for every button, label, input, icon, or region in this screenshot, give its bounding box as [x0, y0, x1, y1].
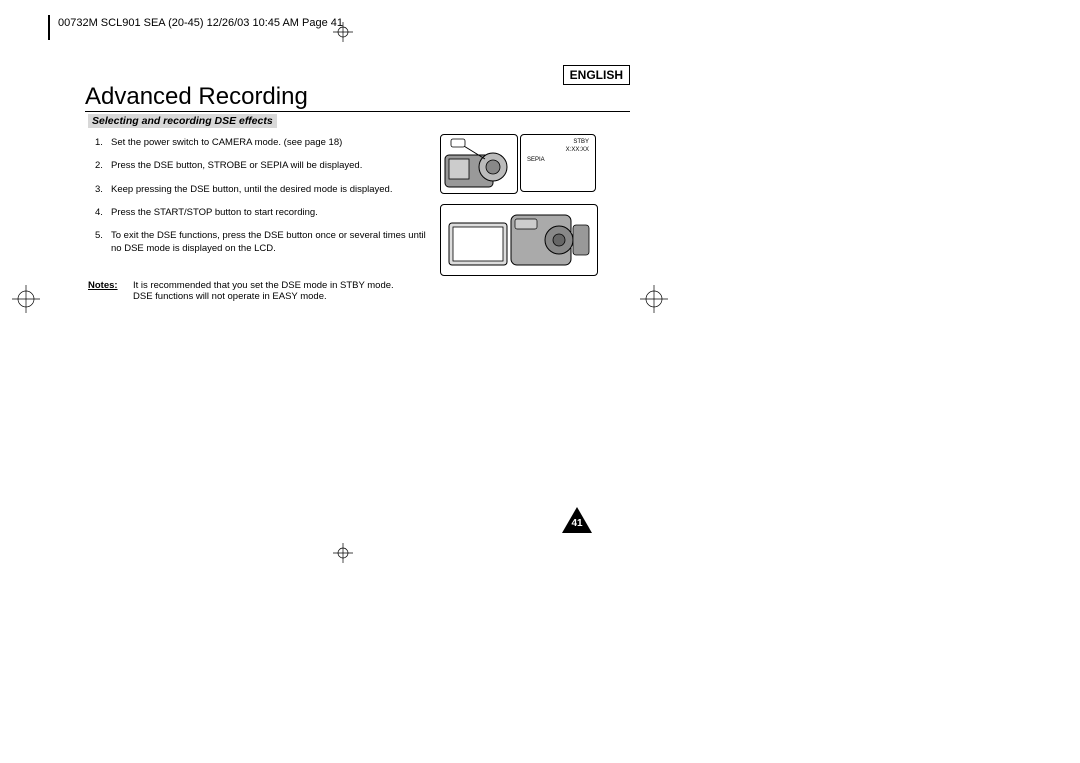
camera-illustration-icon [441, 135, 517, 193]
lcd-line-time: X:XX:XX [566, 147, 589, 153]
step-text: Keep pressing the DSE button, until the … [111, 183, 392, 196]
figure-camera-switch [440, 134, 518, 194]
reg-mark-right [640, 285, 668, 313]
title-underline [85, 111, 630, 112]
step-text: Set the power switch to CAMERA mode. (se… [111, 136, 342, 149]
steps-list: 1.Set the power switch to CAMERA mode. (… [95, 136, 430, 266]
crop-mark-bottom [333, 543, 353, 563]
page-title: Advanced Recording [85, 83, 308, 111]
lcd-line-mode: SEPIA [527, 157, 545, 163]
notes-label: Notes: [88, 280, 133, 302]
reg-mark-left [12, 285, 40, 313]
step-item: 4.Press the START/STOP button to start r… [95, 206, 430, 219]
step-number: 1. [95, 136, 111, 149]
note-line: It is recommended that you set the DSE m… [133, 280, 394, 291]
step-item: 2.Press the DSE button, STROBE or SEPIA … [95, 159, 430, 172]
step-number: 2. [95, 159, 111, 172]
step-text: Press the START/STOP button to start rec… [111, 206, 318, 219]
lcd-line-stby: STBY [573, 139, 589, 145]
language-label: ENGLISH [563, 65, 630, 85]
page-number: 41 [560, 518, 594, 529]
step-text: Press the DSE button, STROBE or SEPIA wi… [111, 159, 362, 172]
header-text: 00732M SCL901 SEA (20-45) 12/26/03 10:45… [58, 17, 343, 29]
figure-camera-lcd [440, 204, 598, 276]
step-item: 1.Set the power switch to CAMERA mode. (… [95, 136, 430, 149]
notes-text: It is recommended that you set the DSE m… [133, 280, 394, 302]
step-number: 5. [95, 229, 111, 256]
section-subheading: Selecting and recording DSE effects [88, 114, 277, 128]
notes-block: Notes: It is recommended that you set th… [88, 280, 508, 302]
step-number: 3. [95, 183, 111, 196]
lcd-display: STBY X:XX:XX SEPIA [520, 134, 596, 192]
header-rule [48, 15, 50, 40]
crop-mark-top [333, 22, 353, 42]
camera-lcd-illustration-icon [441, 205, 597, 275]
step-item: 3.Keep pressing the DSE button, until th… [95, 183, 430, 196]
note-line: DSE functions will not operate in EASY m… [133, 291, 394, 302]
step-number: 4. [95, 206, 111, 219]
page-number-badge: 41 [560, 505, 594, 540]
step-text: To exit the DSE functions, press the DSE… [111, 229, 430, 256]
step-item: 5.To exit the DSE functions, press the D… [95, 229, 430, 256]
